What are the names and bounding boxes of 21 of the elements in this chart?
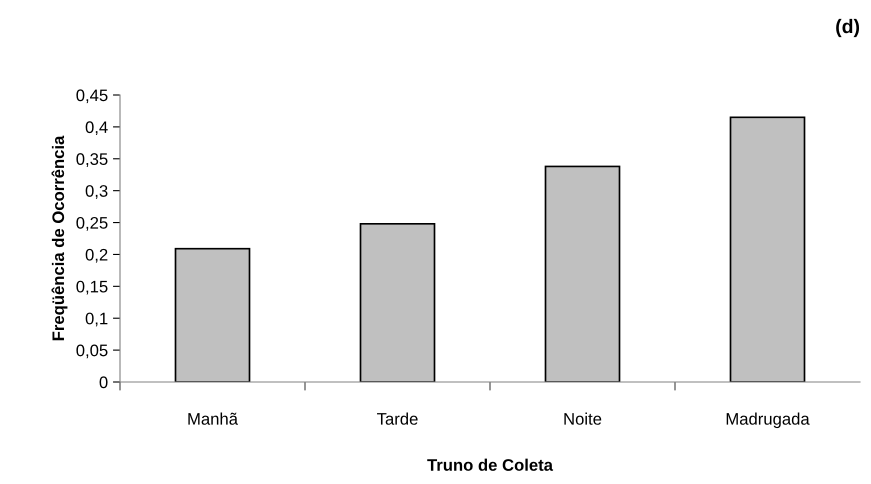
x-tick-label: Madrugada <box>726 412 810 428</box>
y-tick-label: 0,05 <box>76 344 108 358</box>
y-tick-label: 0,2 <box>86 248 108 263</box>
x-axis-title: Truno de Coleta <box>427 458 554 471</box>
text: (d) <box>836 18 860 38</box>
y-tick-label: 0,3 <box>86 185 108 199</box>
y-axis-title: Freqüência de Ocorrência <box>52 136 68 340</box>
y-tick-label: 0,4 <box>86 121 108 136</box>
bar <box>544 166 620 382</box>
y-tick-label: 0,45 <box>76 89 108 104</box>
x-tick-label: Noite <box>564 412 602 425</box>
y-tick-label: 0 <box>100 376 108 388</box>
bar <box>174 248 250 382</box>
y-tick-label: 0,25 <box>76 216 108 231</box>
y-tick-label: 0,35 <box>76 153 108 167</box>
bar <box>360 222 436 382</box>
y-tick-label: 0,15 <box>76 280 108 295</box>
bar <box>730 116 806 382</box>
y-tick-label: 0,1 <box>86 312 108 326</box>
x-tick-label: Manhã <box>188 412 238 425</box>
x-tick-label: Tarde <box>377 412 418 425</box>
